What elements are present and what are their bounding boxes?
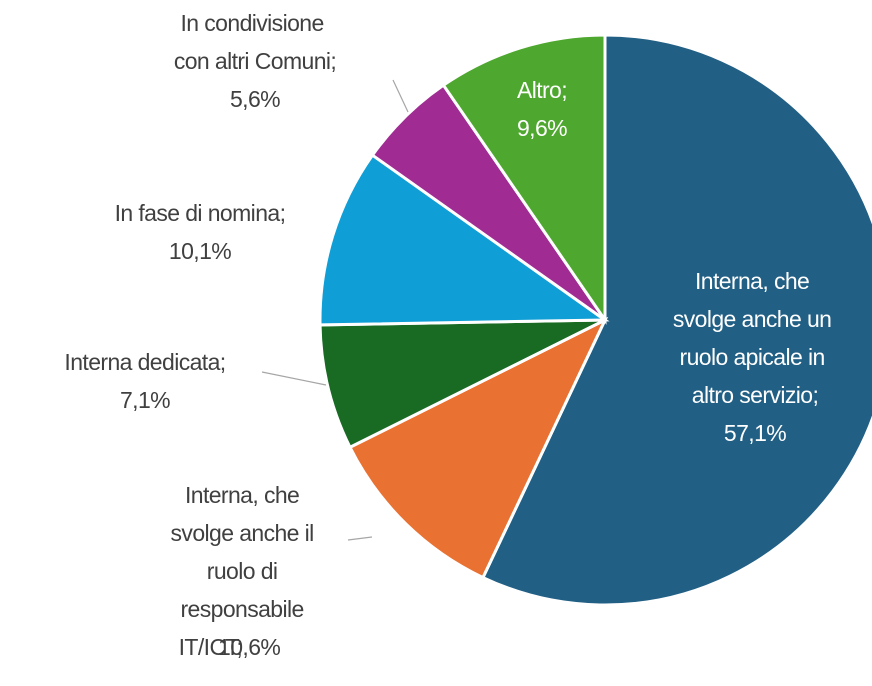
leader-line	[392, 79, 409, 113]
value-label: 9,6%	[517, 115, 567, 141]
pie	[318, 33, 872, 607]
pie-slice	[441, 33, 607, 325]
value-label: 5,6%	[230, 86, 280, 112]
slice-label: Altro;	[517, 77, 567, 103]
value-label: 57,1%	[724, 420, 786, 446]
labels: Interna, che svolge anche un ruolo apica…	[64, 10, 837, 660]
pie-slice	[480, 33, 872, 607]
leader-line	[261, 371, 327, 386]
slice-label: In condivisione con altri Comuni;	[174, 10, 336, 74]
slice-label: Interna, che svolge anche un ruolo apica…	[673, 268, 837, 408]
pie-slice	[318, 318, 606, 450]
slice-label: In fase di nomina;	[115, 200, 286, 226]
slice-label: Interna dedicata;	[64, 349, 225, 375]
slice-label: Interna, che svolge anche il ruolo di re…	[171, 482, 320, 660]
pie-slice	[347, 316, 609, 580]
value-label: 7,1%	[120, 387, 170, 413]
value-label: 10,1%	[169, 238, 231, 264]
pie-slice	[318, 153, 610, 327]
leader-line	[347, 536, 373, 541]
value-label: 10,6%	[218, 634, 280, 660]
